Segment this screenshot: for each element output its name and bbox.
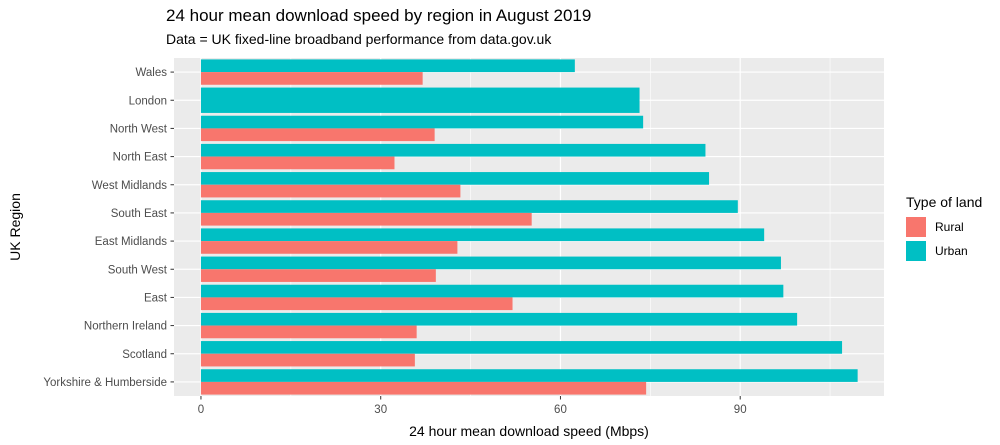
bar-rural [200,128,435,142]
bar-rural [200,241,458,254]
legend: Type of land Rural Urban [906,194,982,264]
x-axis: 0 30 60 90 [198,396,747,416]
chart-subtitle: Data = UK fixed-line broadband performan… [166,31,552,47]
x-axis-title: 24 hour mean download speed (Mbps) [409,423,649,439]
bar-urban [200,284,784,298]
y-tick-label: North East [113,152,168,164]
y-tick-label: East [144,292,168,304]
y-tick-label: East Midlands [95,236,167,248]
legend-label-urban: Urban [935,244,968,258]
bar-rural [200,184,461,198]
legend-key-rural [906,217,926,237]
bar-rural [200,297,513,311]
bars [200,59,858,395]
bar-urban [200,143,706,157]
bar-urban [200,312,798,326]
bar-rural [200,325,417,339]
y-tick-label: South West [108,264,168,276]
y-tick-label: Northern Ireland [84,321,167,333]
bar-urban [200,115,644,129]
x-tick-label: 30 [374,404,387,416]
bar-urban [200,59,575,73]
x-tick-label: 90 [734,404,747,416]
y-tick-label: South East [111,208,168,220]
legend-key-urban [906,241,926,261]
legend-item-rural: Rural [906,216,982,238]
bar-rural [200,156,395,170]
y-tick-label: North West [110,123,168,135]
bar-urban [200,228,765,242]
bar-urban [200,341,843,354]
chart-title: 24 hour mean download speed by region in… [166,6,592,25]
bar-urban [200,369,858,382]
bar-rural [200,381,647,395]
bar-urban [200,172,710,185]
legend-title: Type of land [906,194,983,210]
y-tick-label: London [129,95,167,107]
legend-label-rural: Rural [935,220,964,234]
y-axis-title: UK Region [7,193,23,261]
y-tick-label: Yorkshire & Humberside [43,377,167,389]
legend-item-urban: Urban [906,240,982,262]
x-tick-label: 60 [554,404,567,416]
plot-panel [174,58,884,396]
bar-urban [200,256,781,270]
y-axis: Wales London North West North East West Midl… [43,67,174,389]
bar-urban [200,200,738,213]
bar-rural [200,269,436,282]
y-tick-label: Scotland [122,349,167,361]
x-tick-label: 0 [198,404,204,416]
bar-rural [200,353,415,367]
y-tick-label: West Midlands [92,180,167,192]
bar-rural [200,72,423,85]
bar-rural [200,212,532,226]
y-tick-label: Wales [135,67,167,79]
bar-urban [200,87,640,113]
